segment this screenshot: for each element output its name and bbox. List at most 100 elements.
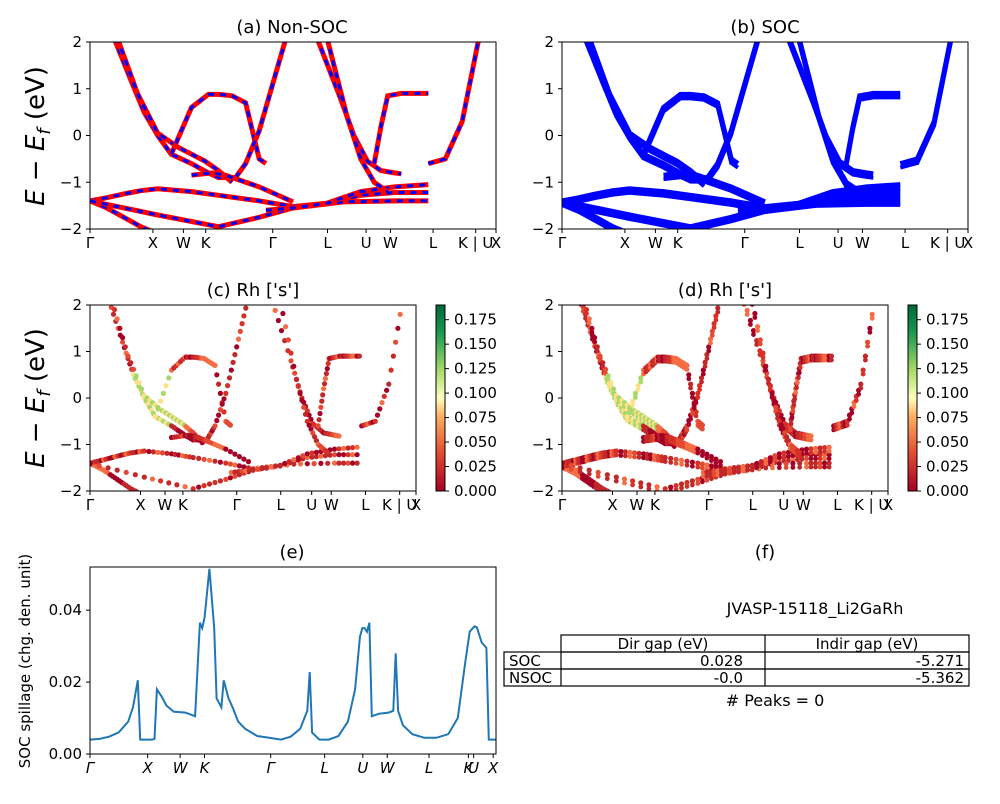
projection-point [673,456,679,462]
projection-point [754,342,760,347]
projection-point [684,362,690,368]
projection-point [699,379,704,385]
projection-point [763,367,769,373]
projection-point [822,456,827,462]
projection-point [236,454,242,460]
x-tick-label: W [630,496,645,514]
projection-point [706,348,712,354]
projection-point [627,449,633,455]
projection-point [372,418,378,424]
projection-point [659,458,664,464]
projection-point [291,461,297,467]
projection-point [223,390,229,396]
band-line [116,42,234,185]
projection-point [602,366,609,372]
gap-table: JVASP-15118_Li2GaRh Dir gap (eV) Indir g… [503,599,970,710]
projection-point [212,479,218,486]
projection-point [684,462,690,468]
band-line [663,174,766,208]
projection-point [160,390,166,396]
projection-point [713,317,719,323]
projection-point [212,362,218,368]
projection-point [325,360,331,367]
projection-point [158,398,164,404]
x-tick-label: W [158,496,173,514]
projection-point [241,464,247,470]
projection-point [595,474,601,479]
projection-point [782,430,788,436]
projection-point [760,350,766,356]
projection-point [227,475,233,481]
projection-point [600,360,606,366]
projection-point [190,454,196,461]
projection-point [791,402,797,408]
projection-point [718,463,723,468]
projection-point [232,352,238,358]
projection-point [304,461,310,467]
projection-point [196,484,202,490]
projection-point [311,461,317,467]
projection-point [797,460,803,466]
projection-point [237,328,243,334]
projection-point [384,387,390,393]
projection-point [577,465,583,471]
projection-point [283,324,289,330]
projection-point [758,459,764,465]
projection-point [668,484,674,490]
projection-point [321,381,328,387]
projection-point [96,462,102,468]
projection-point [295,383,301,389]
projection-point [216,412,222,418]
projection-point [149,476,156,482]
projection-point [630,482,635,488]
projection-point [796,370,802,375]
projection-point [621,476,628,482]
x-tick-label: K [200,759,211,777]
x-tick-label: Γ [705,496,714,514]
projection-point [114,467,120,473]
projection-point [589,329,595,335]
band-line [562,202,901,229]
projection-point [589,325,595,331]
projection-point [858,385,864,391]
projection-point [638,484,644,490]
projection-point [781,454,787,460]
projection-point [646,486,652,491]
projection-point [822,449,827,454]
y-tick-label: 2 [544,33,554,51]
projection-point [867,329,873,335]
projection-point [135,489,140,491]
projection-point [654,488,660,491]
projection-point [774,411,781,417]
y-tick-label: 0.00 [49,745,82,763]
projection-point [748,322,753,327]
colorbar-tick-label: 0.100 [926,384,969,402]
projection-point [584,311,589,316]
projection-point [325,460,331,466]
projection-point [130,366,137,372]
projection-point [110,311,117,317]
projection-point [826,464,832,470]
projection-point [350,445,356,451]
projection-point [813,456,818,462]
projection-point [783,461,789,467]
projection-point [319,398,325,404]
projection-point [707,336,714,342]
projection-point [597,353,603,359]
x-tick-label: K | U [458,234,493,252]
projection-point [700,479,705,485]
projection-point [655,457,661,463]
projection-point [152,414,158,420]
x-tick-label: L [323,234,332,252]
band-line [641,96,740,170]
projection-point [317,410,323,417]
projection-point [236,463,242,469]
projection-point [225,383,231,389]
projection-point [562,460,565,466]
band-line [113,42,236,180]
projection-point [254,466,261,472]
x-tick-label: X [142,759,154,777]
projection-point [731,465,737,472]
projection-point [341,452,347,458]
projection-point [700,453,705,458]
